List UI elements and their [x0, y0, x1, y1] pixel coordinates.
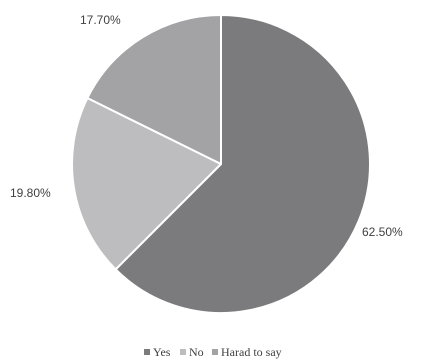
pie-slice-no [70, 97, 222, 271]
data-label-no: 19.80% [10, 186, 51, 200]
pie-slices [70, 14, 371, 314]
legend-swatch-yes [144, 349, 150, 355]
data-label-harad-to-say: 17.70% [80, 13, 121, 27]
data-label-yes: 62.50% [362, 225, 403, 239]
legend-swatch-no [180, 349, 186, 355]
data-labels: 62.50% 19.80% 17.70% [10, 13, 403, 239]
legend-label-yes: Yes [153, 345, 171, 359]
pie-slice-yes [114, 14, 371, 314]
legend-swatch-harad-to-say [212, 349, 218, 355]
legend: Yes No Harad to say [144, 345, 282, 359]
pie-slice-harad-to-say [86, 14, 222, 165]
legend-label-no: No [189, 345, 204, 359]
legend-label-harad-to-say: Harad to say [221, 345, 282, 359]
